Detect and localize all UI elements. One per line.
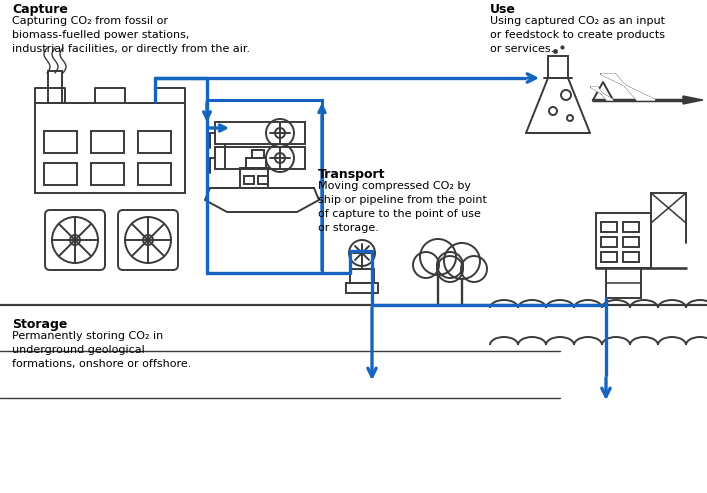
Polygon shape bbox=[591, 87, 613, 100]
Bar bbox=[138, 131, 171, 153]
Bar bbox=[350, 269, 374, 283]
Polygon shape bbox=[601, 74, 655, 100]
Text: Capturing CO₂ from fossil or
biomass-fuelled power stations,
industrial faciliti: Capturing CO₂ from fossil or biomass-fue… bbox=[12, 16, 250, 54]
Text: Using captured CO₂ as an input
or feedstock to create products
or services.: Using captured CO₂ as an input or feedst… bbox=[490, 16, 665, 54]
Bar bbox=[138, 163, 171, 185]
Bar bbox=[35, 103, 185, 193]
Bar bbox=[258, 176, 268, 184]
Bar bbox=[252, 150, 264, 158]
Bar bbox=[244, 176, 254, 184]
Polygon shape bbox=[683, 96, 703, 104]
Bar bbox=[246, 158, 266, 168]
Bar bbox=[44, 163, 77, 185]
Bar bbox=[91, 131, 124, 153]
Text: Permanently storing CO₂ in
underground geological
formations, onshore or offshor: Permanently storing CO₂ in underground g… bbox=[12, 331, 192, 369]
Bar bbox=[623, 222, 639, 232]
Bar bbox=[240, 168, 268, 188]
Bar bbox=[601, 237, 617, 247]
Text: Storage: Storage bbox=[12, 318, 67, 331]
Bar bbox=[91, 163, 124, 185]
Bar bbox=[596, 213, 651, 268]
Bar bbox=[601, 252, 617, 262]
Bar bbox=[601, 222, 617, 232]
Bar bbox=[623, 252, 639, 262]
Bar bbox=[48, 71, 62, 103]
Bar bbox=[548, 56, 568, 78]
Text: Transport: Transport bbox=[318, 168, 385, 181]
Bar bbox=[623, 237, 639, 247]
Text: Capture: Capture bbox=[12, 3, 68, 16]
Bar bbox=[207, 100, 322, 273]
Bar bbox=[215, 122, 305, 144]
Bar bbox=[215, 147, 305, 169]
Bar bbox=[346, 283, 378, 293]
Bar bbox=[44, 131, 77, 153]
Text: Moving compressed CO₂ by
ship or pipeline from the point
of capture to the point: Moving compressed CO₂ by ship or pipelin… bbox=[318, 181, 487, 233]
Text: Use: Use bbox=[490, 3, 516, 16]
